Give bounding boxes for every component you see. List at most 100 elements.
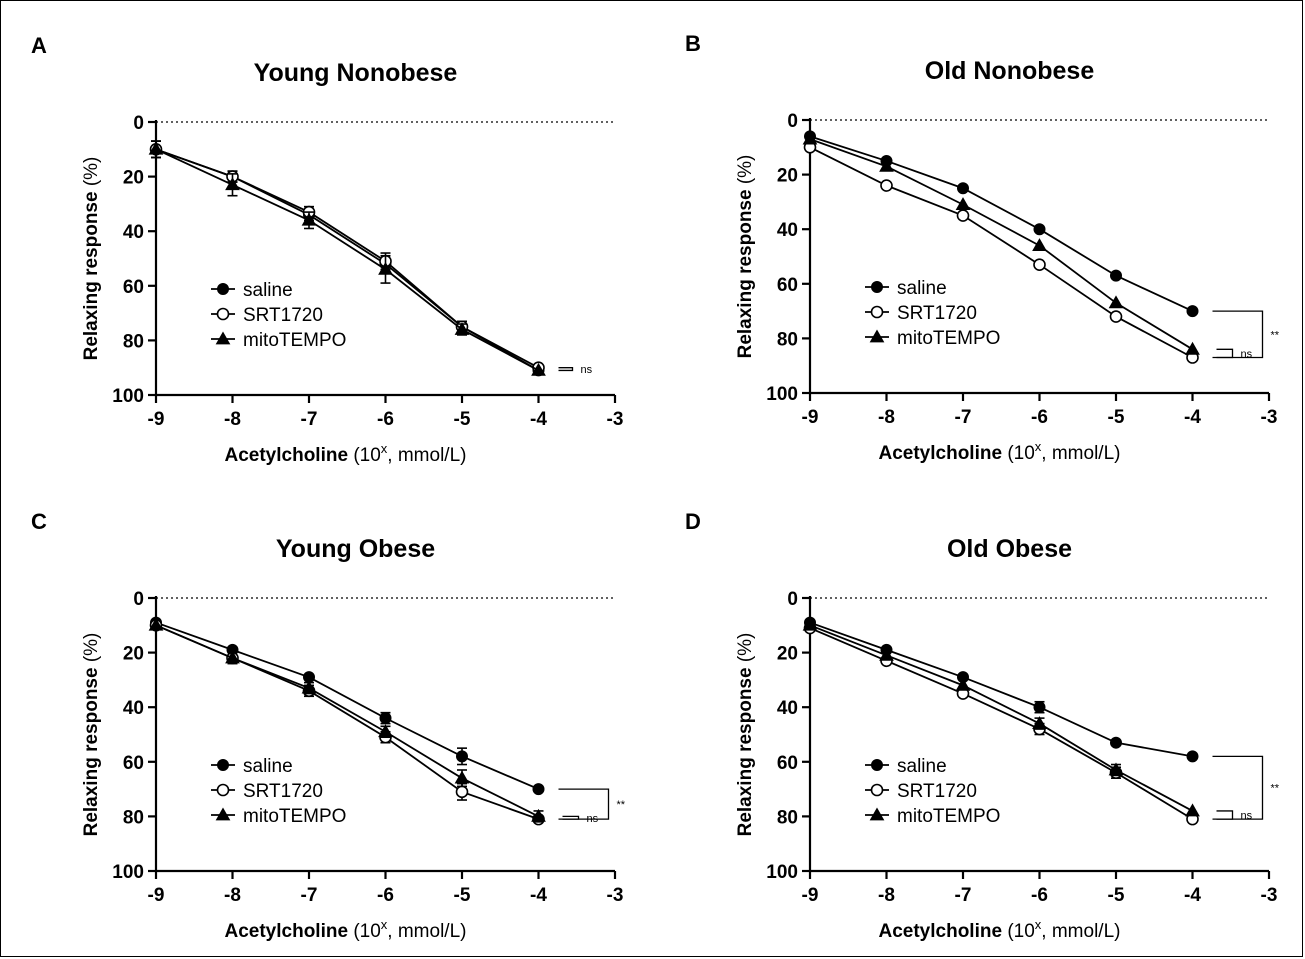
series-line xyxy=(809,621,1193,758)
legend-marker xyxy=(216,307,230,321)
series-saline xyxy=(804,130,1199,318)
panel-letter: B xyxy=(685,31,701,56)
y-tick-label: 0 xyxy=(787,111,798,132)
data-point xyxy=(1033,701,1046,714)
chart-title: Young Nonobese xyxy=(254,59,458,87)
chart-title: Young Obese xyxy=(276,535,435,563)
y-axis-title: Relaxing response (%) xyxy=(735,155,756,359)
x-tick-label: -7 xyxy=(955,885,972,906)
data-point xyxy=(454,770,470,784)
significance-ns: ns xyxy=(1216,348,1253,360)
significance-stars: ** xyxy=(558,788,626,820)
legend-label: mitoTEMPO xyxy=(897,806,1000,827)
data-point xyxy=(879,158,894,172)
legend-marker xyxy=(869,329,885,343)
series-line xyxy=(809,135,1193,312)
x-tick-label: -8 xyxy=(878,407,895,428)
significance-bracket xyxy=(558,367,574,372)
series-line xyxy=(809,627,1193,820)
series-srt1720 xyxy=(149,140,545,375)
legend: saline SRT1720 mitoTEMPO xyxy=(865,756,1000,827)
significance-label: ** xyxy=(1271,329,1280,341)
series-srt1720 xyxy=(149,619,545,826)
x-tick-label: -5 xyxy=(1108,885,1125,906)
legend-marker xyxy=(869,807,885,821)
data-point xyxy=(1032,716,1047,729)
chart-panel-c: C Young Obese 0 20 40 60 80 100-9 -8 -7 -6 -5 -4 -3 Ac… xyxy=(31,509,626,942)
significance-bracket xyxy=(1216,348,1234,359)
x-tick-label: -3 xyxy=(607,409,624,430)
data-point xyxy=(1032,238,1047,251)
series-mitotempo xyxy=(802,617,1200,817)
data-point xyxy=(456,750,468,763)
significance-bracket xyxy=(1216,810,1234,820)
data-point xyxy=(1110,736,1122,749)
data-point xyxy=(1108,762,1124,776)
x-tick-label: -9 xyxy=(802,407,819,428)
series-srt1720 xyxy=(803,621,1199,826)
y-tick-label: 20 xyxy=(123,168,144,189)
x-tick-label: -5 xyxy=(454,409,471,430)
y-tick-label: 100 xyxy=(112,862,144,883)
data-point xyxy=(955,197,971,211)
data-point xyxy=(1186,305,1199,318)
x-axis-title: Acetylcholine (10x, mmol/L) xyxy=(879,439,1121,464)
y-axis-title: Relaxing response (%) xyxy=(81,633,102,837)
data-point xyxy=(148,141,164,155)
legend-label: mitoTEMPO xyxy=(243,330,346,351)
data-point xyxy=(1033,258,1046,271)
data-point xyxy=(1186,750,1199,763)
data-point xyxy=(455,785,469,799)
series-srt1720 xyxy=(803,141,1199,364)
data-point xyxy=(1110,269,1122,282)
panel-letter: D xyxy=(685,509,701,534)
x-tick-label: -3 xyxy=(607,885,624,906)
y-tick-label: 0 xyxy=(787,589,798,610)
series-line xyxy=(155,624,539,818)
x-tick-label: -8 xyxy=(224,885,241,906)
significance-label: ns xyxy=(1241,810,1253,822)
y-tick-label: 60 xyxy=(777,753,798,774)
data-point xyxy=(1033,223,1046,236)
x-tick-label: -9 xyxy=(148,409,165,430)
data-point xyxy=(378,261,393,275)
data-point xyxy=(1185,341,1200,355)
y-tick-label: 0 xyxy=(133,113,144,134)
series-mitotempo xyxy=(802,131,1200,355)
legend-label: SRT1720 xyxy=(897,781,977,802)
data-point xyxy=(879,647,894,661)
significance-label: ns xyxy=(581,364,593,376)
legend-marker xyxy=(870,783,884,797)
significance-label: ** xyxy=(1271,783,1280,795)
legend-label: mitoTEMPO xyxy=(243,806,346,827)
data-point xyxy=(880,179,893,192)
legend-label: saline xyxy=(897,278,947,299)
data-point xyxy=(1108,295,1124,309)
y-tick-label: 100 xyxy=(112,386,144,407)
data-point xyxy=(378,724,393,738)
data-point xyxy=(301,680,317,694)
y-tick-label: 20 xyxy=(777,644,798,665)
x-tick-label: -4 xyxy=(1184,407,1201,428)
x-tick-label: -6 xyxy=(377,409,394,430)
legend-marker xyxy=(217,759,229,771)
x-tick-label: -4 xyxy=(1184,885,1201,906)
x-tick-label: -6 xyxy=(1031,407,1048,428)
x-tick-label: -9 xyxy=(802,885,819,906)
data-point xyxy=(955,677,971,691)
y-axis-title: Relaxing response (%) xyxy=(735,633,756,837)
series-mitotempo xyxy=(148,617,546,823)
series-line xyxy=(155,148,539,369)
series-line xyxy=(809,146,1193,359)
data-point xyxy=(225,650,240,664)
x-tick-label: -7 xyxy=(301,409,318,430)
chart-panel-a: A Young Nonobese 0 20 40 60 80 100-9 -8 -7 -6 -5 -4 -… xyxy=(31,33,623,466)
significance-ns: ns xyxy=(558,364,593,376)
data-point xyxy=(225,177,240,191)
y-tick-label: 100 xyxy=(766,384,798,405)
legend-label: saline xyxy=(243,756,293,777)
y-tick-label: 20 xyxy=(123,644,144,665)
data-point xyxy=(454,321,470,335)
y-tick-label: 80 xyxy=(123,331,144,352)
